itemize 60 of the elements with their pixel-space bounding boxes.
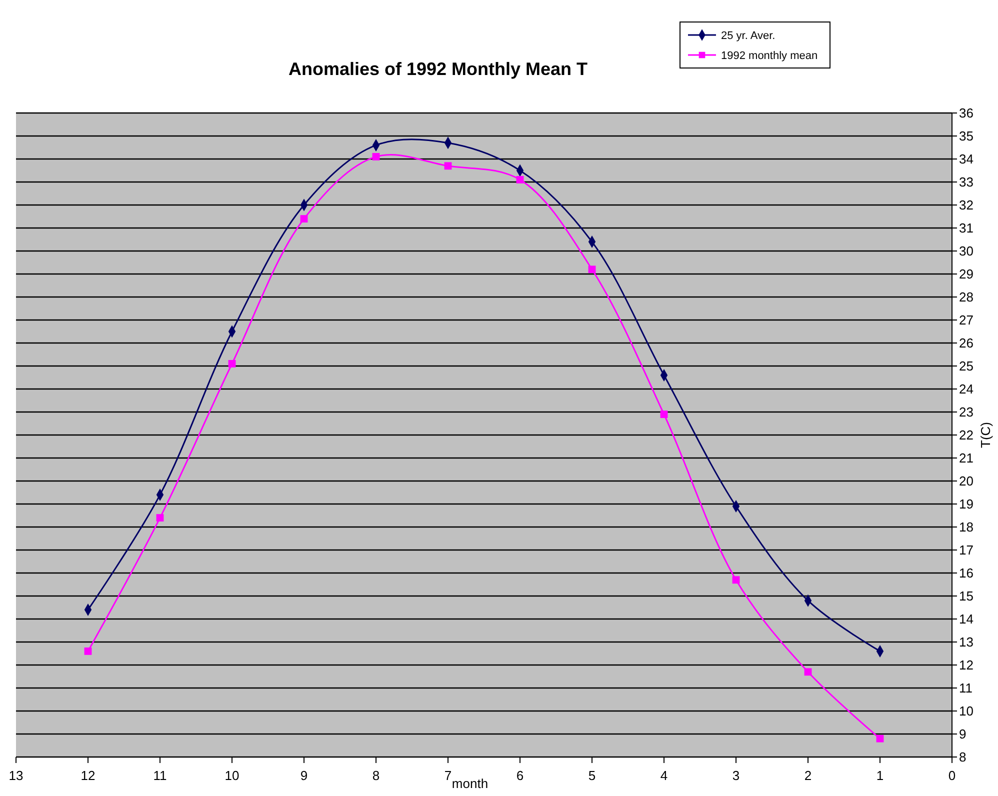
y-tick-label: 8 <box>959 750 966 764</box>
y-tick-label: 32 <box>959 198 974 212</box>
x-tick-label: 2 <box>804 768 812 783</box>
y-tick-label: 12 <box>959 658 974 672</box>
legend-label: 25 yr. Aver. <box>721 30 776 42</box>
y-tick-label: 10 <box>959 704 974 718</box>
x-tick-label: 7 <box>444 768 452 783</box>
x-tick-label: 1 <box>876 768 884 783</box>
x-tick-label: 5 <box>588 768 596 783</box>
y-tick-label: 35 <box>959 128 974 144</box>
x-tick-label: 9 <box>300 768 308 783</box>
point <box>156 514 164 522</box>
x-tick-label: 4 <box>660 768 668 783</box>
y-tick-label: 23 <box>959 404 974 420</box>
y-tick-label: 33 <box>959 174 974 190</box>
y-tick-label: 14 <box>959 612 974 626</box>
x-tick-label: 13 <box>8 768 24 783</box>
y-tick-label: 19 <box>959 496 974 512</box>
point <box>444 162 452 170</box>
point <box>516 176 524 184</box>
y-tick-label: 16 <box>959 566 974 580</box>
point <box>372 152 380 160</box>
y-tick-label: 26 <box>959 336 974 350</box>
y-axis-title: T(C) <box>978 422 993 448</box>
y-tick-label: 15 <box>959 588 974 604</box>
y-tick-label: 34 <box>959 152 974 166</box>
y-tick-label: 36 <box>959 106 974 120</box>
y-tick-label: 9 <box>959 726 966 742</box>
y-tick-label: 29 <box>959 266 974 282</box>
point <box>732 576 740 584</box>
y-tick-label: 21 <box>959 450 974 466</box>
x-tick-label: 12 <box>80 768 96 783</box>
x-tick-label: 6 <box>516 768 524 783</box>
point <box>84 647 92 655</box>
point <box>660 410 668 418</box>
y-tick-label: 17 <box>959 542 974 558</box>
y-tick-label: 22 <box>959 428 974 442</box>
y-tick-label: 20 <box>959 474 974 488</box>
y-tick-label: 24 <box>959 382 974 396</box>
y-tick-label: 18 <box>959 520 974 534</box>
y-tick-label: 11 <box>959 680 972 696</box>
x-tick-label: 0 <box>948 768 956 783</box>
x-tick-label: 11 <box>153 768 167 783</box>
y-tick-label: 30 <box>959 244 974 258</box>
y-tick-label: 13 <box>959 634 974 650</box>
point <box>228 360 236 368</box>
y-tick-label: 31 <box>959 220 974 236</box>
x-tick-label: 3 <box>732 768 740 783</box>
point <box>804 668 812 676</box>
x-tick-label: 10 <box>224 768 240 783</box>
legend-label: 1992 monthly mean <box>721 50 818 62</box>
y-tick-label: 25 <box>959 358 974 374</box>
point <box>876 734 884 742</box>
y-tick-label: 28 <box>959 290 974 304</box>
y-tick-label: 27 <box>959 312 974 328</box>
x-tick-label: 8 <box>372 768 380 783</box>
point <box>588 266 596 274</box>
x-axis-title: month <box>452 776 488 791</box>
point <box>300 215 308 223</box>
chart-title: Anomalies of 1992 Monthly Mean T <box>288 59 588 79</box>
